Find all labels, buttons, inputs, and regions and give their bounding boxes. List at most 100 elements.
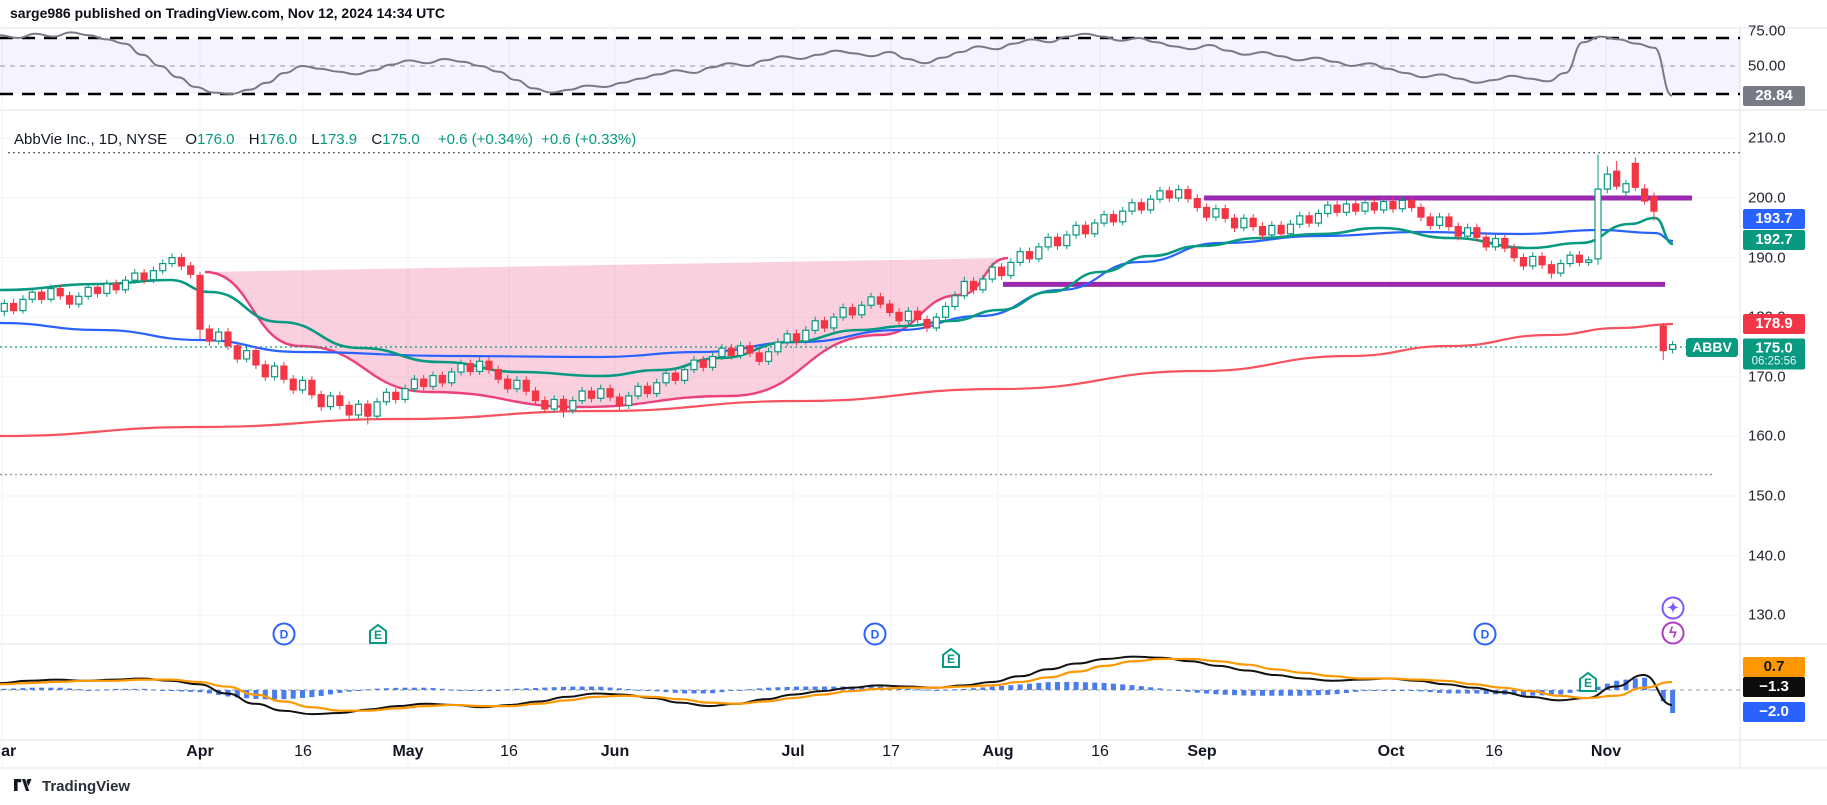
time-axis-label[interactable]: Nov bbox=[1590, 743, 1622, 760]
macd-histogram-bar bbox=[76, 689, 82, 691]
time-axis-label[interactable]: Mar bbox=[0, 743, 17, 760]
time-axis-label[interactable]: Aug bbox=[982, 743, 1014, 760]
macd-histogram-bar bbox=[1306, 690, 1312, 696]
open-label: O bbox=[185, 131, 197, 148]
time-axis-label[interactable]: 16 bbox=[1485, 743, 1503, 760]
time-axis-label[interactable]: 16 bbox=[294, 743, 312, 760]
candle-body bbox=[0, 302, 8, 312]
ma-red-value-badge[interactable]: 178.9 bbox=[1743, 314, 1805, 334]
ma-blue-value-badge[interactable]: 193.7 bbox=[1743, 209, 1805, 229]
symbol-title[interactable]: AbbVie Inc., 1D, NYSE bbox=[14, 131, 168, 148]
price-axis-label[interactable]: 160.0 bbox=[1748, 427, 1786, 445]
macd-histogram-bar bbox=[1483, 690, 1489, 694]
time-axis-label[interactable]: Jul bbox=[781, 743, 805, 760]
macd-histogram-bar bbox=[20, 688, 26, 690]
tradingview-brand[interactable]: TradingView bbox=[14, 778, 130, 795]
macd-histogram-bar bbox=[1390, 690, 1396, 691]
symbol-legend[interactable]: AbbVie Inc., 1D, NYSE O176.0 H176.0 L173… bbox=[14, 131, 636, 148]
low-label: L bbox=[311, 131, 320, 148]
macd-line bbox=[0, 655, 1673, 716]
price-axis-label[interactable]: 170.0 bbox=[1748, 368, 1786, 386]
candle-body bbox=[317, 394, 325, 408]
ma-green-value-badge[interactable]: 192.7 bbox=[1743, 230, 1805, 250]
price-axis-label[interactable]: 140.0 bbox=[1748, 547, 1786, 565]
candle-body bbox=[392, 391, 400, 401]
rsi-axis-label[interactable]: 50.00 bbox=[1748, 57, 1786, 75]
candle-body bbox=[1370, 202, 1378, 211]
macd-histogram-bar bbox=[971, 688, 977, 690]
dividend-marker-icon[interactable]: D bbox=[272, 622, 296, 646]
macd-histogram-bar bbox=[738, 689, 744, 691]
macd-histogram-bar bbox=[1073, 681, 1079, 690]
price-axis-label[interactable]: 210.0 bbox=[1748, 129, 1786, 147]
candle-body bbox=[1585, 259, 1593, 263]
macd-signal-value-badge[interactable]: 0.7 bbox=[1743, 657, 1805, 677]
macd-histogram-bar bbox=[710, 690, 716, 694]
last-price-badge[interactable]: 175.0 06:25:56 bbox=[1743, 338, 1805, 370]
macd-histogram-bar bbox=[570, 686, 576, 690]
candle-body bbox=[485, 360, 493, 371]
publisher-line: sarge986 published on TradingView.com, N… bbox=[10, 5, 445, 21]
candle-body bbox=[718, 347, 726, 358]
macd-histogram-bar bbox=[449, 689, 455, 691]
time-axis-label[interactable]: May bbox=[392, 743, 424, 760]
price-axis-label[interactable]: 200.0 bbox=[1748, 189, 1786, 207]
macd-histogram-bar bbox=[1157, 688, 1163, 690]
candle-body bbox=[270, 365, 279, 378]
dividend-marker-icon[interactable]: D bbox=[863, 622, 887, 646]
candle-body bbox=[1352, 203, 1360, 212]
candle-body bbox=[830, 316, 838, 329]
candle-body bbox=[215, 331, 223, 342]
candle-body bbox=[252, 349, 260, 366]
macd-histogram-bar bbox=[1632, 678, 1638, 690]
candle-body bbox=[541, 400, 549, 410]
candle-body bbox=[1165, 190, 1173, 199]
time-axis-label[interactable]: Jun bbox=[600, 743, 630, 760]
candle-body bbox=[326, 395, 335, 408]
tradingview-logo-icon bbox=[14, 779, 32, 791]
sparkle-event-icon[interactable]: ✦ bbox=[1661, 596, 1685, 620]
candle-body bbox=[886, 303, 894, 314]
candle-body bbox=[205, 328, 213, 342]
rsi-axis-label[interactable]: 75.00 bbox=[1748, 22, 1786, 40]
macd-histogram-bar bbox=[1250, 690, 1256, 696]
time-axis-label[interactable]: Sep bbox=[1187, 743, 1217, 760]
time-axis-label[interactable]: 16 bbox=[500, 743, 518, 760]
time-axis-label[interactable]: Apr bbox=[186, 743, 214, 760]
macd-value-badge[interactable]: −1.3 bbox=[1743, 677, 1805, 697]
macd-histogram-bar bbox=[1474, 690, 1480, 694]
candle-body bbox=[736, 345, 745, 356]
macd-histogram-bar bbox=[1148, 687, 1154, 690]
macd-histogram-bar bbox=[95, 689, 100, 691]
ma-200-red-line[interactable] bbox=[0, 322, 1674, 438]
macd-histogram-bar bbox=[458, 690, 464, 691]
lightning-event-icon[interactable]: ϟ bbox=[1661, 621, 1685, 645]
macd-histogram-bar bbox=[67, 688, 73, 690]
earnings-marker-icon[interactable]: E bbox=[366, 622, 390, 646]
macd-histogram-bar bbox=[188, 690, 194, 692]
earnings-marker-icon[interactable]: E bbox=[939, 646, 963, 670]
candle-body bbox=[876, 296, 884, 305]
price-axis-label[interactable]: 190.0 bbox=[1748, 249, 1786, 267]
time-axis-label[interactable]: Oct bbox=[1377, 743, 1405, 760]
candle-body bbox=[1072, 224, 1080, 236]
macd-histogram-bar bbox=[514, 688, 520, 690]
time-axis-label[interactable]: 17 bbox=[882, 743, 900, 760]
earnings-marker-icon[interactable]: E bbox=[1576, 670, 1600, 694]
rsi-value-badge[interactable]: 28.84 bbox=[1743, 86, 1805, 106]
price-axis-label[interactable]: 150.0 bbox=[1748, 487, 1786, 505]
candle-body bbox=[382, 391, 391, 403]
candle-body bbox=[1137, 202, 1145, 211]
macd-hist-value-badge[interactable]: −2.0 bbox=[1743, 702, 1805, 722]
candle-body bbox=[792, 333, 801, 342]
macd-histogram-bar bbox=[1176, 690, 1182, 691]
dividend-marker-icon[interactable]: D bbox=[1473, 622, 1497, 646]
candle-body bbox=[1296, 215, 1304, 225]
macd-histogram-bar bbox=[821, 686, 827, 690]
macd-histogram-bar bbox=[607, 687, 613, 690]
time-axis-label[interactable]: 16 bbox=[1091, 743, 1109, 760]
price-axis-label[interactable]: 130.0 bbox=[1748, 606, 1786, 624]
ma-21-green-line[interactable] bbox=[0, 216, 1674, 378]
macd-histogram-bar bbox=[1045, 682, 1051, 690]
